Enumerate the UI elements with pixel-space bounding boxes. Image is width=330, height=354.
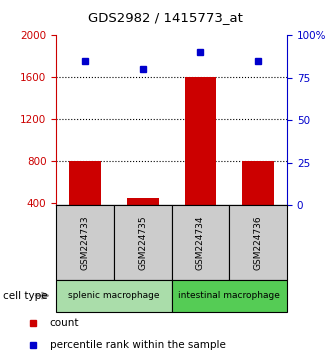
Bar: [172, 280, 287, 312]
Bar: [127, 198, 159, 205]
Text: cell type: cell type: [3, 291, 48, 301]
Text: percentile rank within the sample: percentile rank within the sample: [50, 339, 225, 350]
Bar: [172, 205, 229, 280]
Bar: [114, 205, 172, 280]
Text: GDS2982 / 1415773_at: GDS2982 / 1415773_at: [87, 11, 243, 24]
Text: intestinal macrophage: intestinal macrophage: [179, 291, 280, 300]
Text: GSM224733: GSM224733: [81, 215, 89, 270]
Text: GSM224736: GSM224736: [254, 215, 263, 270]
Bar: [56, 205, 114, 280]
Bar: [69, 161, 101, 205]
Bar: [242, 161, 274, 205]
Bar: [56, 280, 172, 312]
Text: GSM224735: GSM224735: [138, 215, 147, 270]
Text: count: count: [50, 318, 79, 329]
Text: splenic macrophage: splenic macrophage: [68, 291, 160, 300]
Text: GSM224734: GSM224734: [196, 215, 205, 270]
Bar: [229, 205, 287, 280]
Bar: [184, 78, 216, 205]
